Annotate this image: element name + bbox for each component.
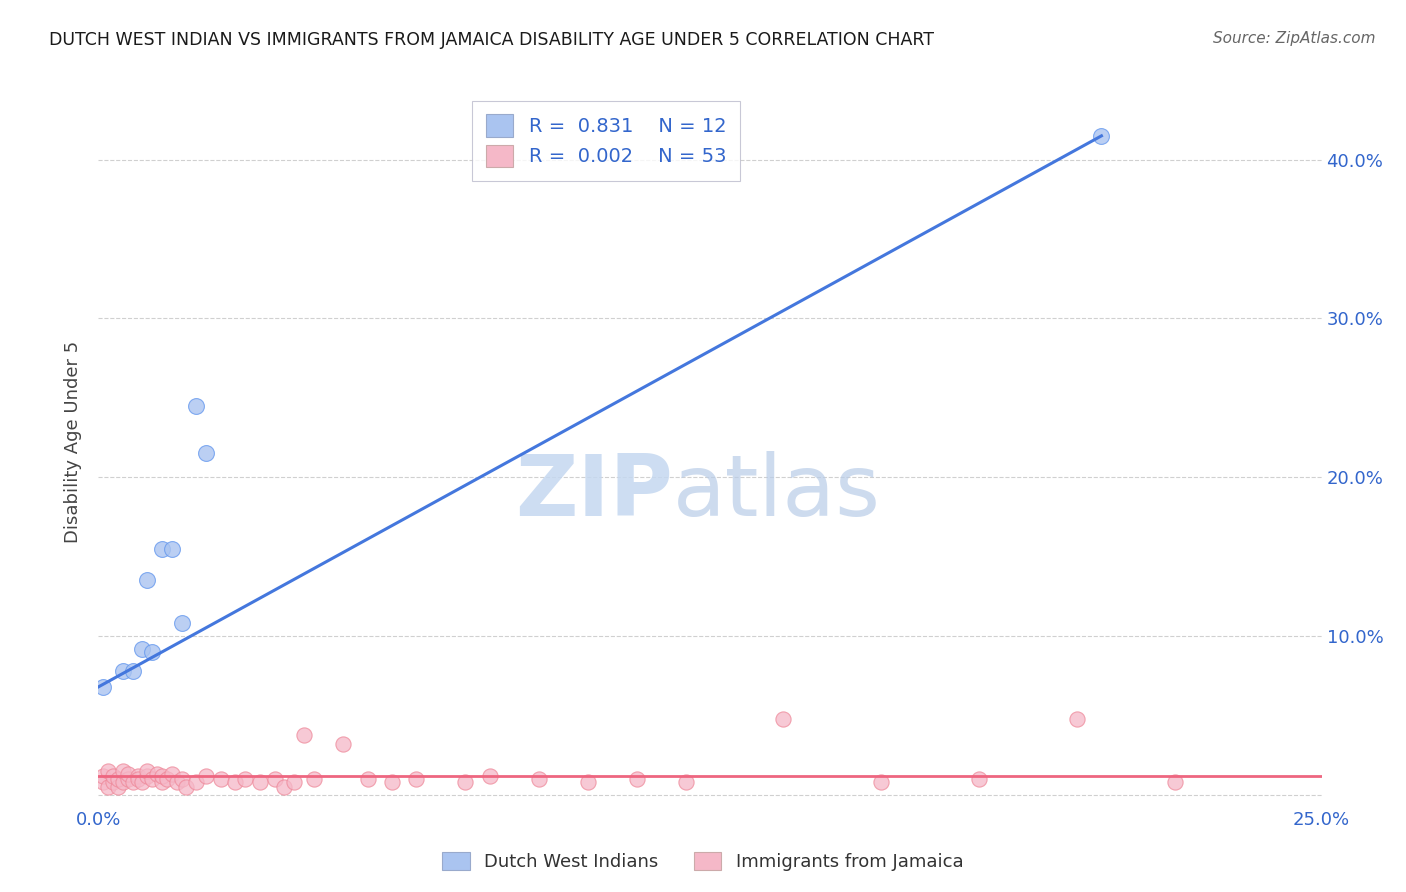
Point <box>156 772 179 786</box>
Point <box>233 772 256 786</box>
Point <box>150 541 173 556</box>
Point <box>332 737 354 751</box>
Text: Source: ZipAtlas.com: Source: ZipAtlas.com <box>1212 31 1375 46</box>
Point <box>150 775 173 789</box>
Point <box>576 775 599 789</box>
Point <box>283 775 305 789</box>
Point <box>967 772 990 786</box>
Text: DUTCH WEST INDIAN VS IMMIGRANTS FROM JAMAICA DISABILITY AGE UNDER 5 CORRELATION : DUTCH WEST INDIAN VS IMMIGRANTS FROM JAM… <box>49 31 934 49</box>
Point <box>405 772 427 786</box>
Point <box>166 775 188 789</box>
Point <box>170 772 193 786</box>
Point <box>127 769 149 783</box>
Point <box>91 680 114 694</box>
Point <box>111 775 134 789</box>
Point <box>136 574 159 588</box>
Point <box>381 775 404 789</box>
Point <box>101 775 124 789</box>
Point <box>249 775 271 789</box>
Point <box>150 769 173 783</box>
Point <box>160 541 183 556</box>
Point <box>186 399 208 413</box>
Point <box>121 664 143 678</box>
Point <box>273 780 295 794</box>
Point <box>131 641 153 656</box>
Point <box>870 775 893 789</box>
Point <box>97 780 120 794</box>
Point <box>136 764 159 778</box>
Point <box>136 769 159 783</box>
Point <box>170 616 193 631</box>
Point <box>195 769 218 783</box>
Point <box>111 664 134 678</box>
Point <box>186 775 208 789</box>
Point <box>292 727 315 741</box>
Point <box>91 775 114 789</box>
Point <box>107 780 129 794</box>
Point <box>160 767 183 781</box>
Point <box>101 769 124 783</box>
Point <box>527 772 550 786</box>
Point <box>454 775 477 789</box>
Point <box>97 764 120 778</box>
Text: atlas: atlas <box>673 450 882 533</box>
Point <box>1066 712 1088 726</box>
Point <box>195 446 218 460</box>
Point <box>772 712 794 726</box>
Point <box>141 645 163 659</box>
Point <box>675 775 697 789</box>
Point <box>263 772 285 786</box>
Point <box>131 775 153 789</box>
Point <box>121 775 143 789</box>
Point <box>209 772 232 786</box>
Y-axis label: Disability Age Under 5: Disability Age Under 5 <box>65 341 83 542</box>
Point <box>478 769 501 783</box>
Point <box>356 772 378 786</box>
Point <box>626 772 648 786</box>
Point <box>146 767 169 781</box>
Text: ZIP: ZIP <box>516 450 673 533</box>
Point <box>111 764 134 778</box>
Point <box>127 772 149 786</box>
Legend: R =  0.831    N = 12, R =  0.002    N = 53: R = 0.831 N = 12, R = 0.002 N = 53 <box>472 101 740 181</box>
Point <box>224 775 246 789</box>
Point <box>1090 128 1112 143</box>
Point <box>117 767 139 781</box>
Point <box>107 772 129 786</box>
Point <box>302 772 325 786</box>
Point <box>117 772 139 786</box>
Point <box>91 769 114 783</box>
Legend: Dutch West Indians, Immigrants from Jamaica: Dutch West Indians, Immigrants from Jama… <box>436 845 970 879</box>
Point <box>176 780 198 794</box>
Point <box>1164 775 1187 789</box>
Point <box>141 772 163 786</box>
